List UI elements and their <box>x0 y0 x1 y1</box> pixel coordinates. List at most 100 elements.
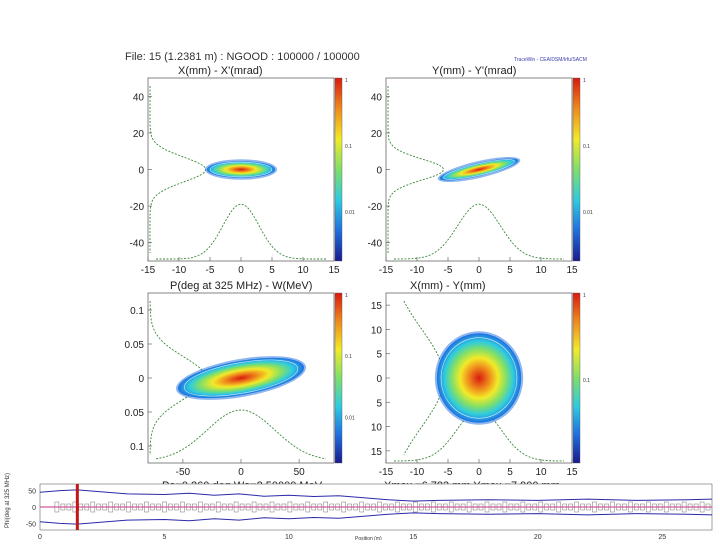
x-tick-label: -15 <box>379 467 394 478</box>
colorbar-gradient <box>334 292 343 464</box>
y-tick-label: 15 <box>371 447 383 458</box>
y-tick-label: 15 <box>371 301 383 312</box>
colorbar: 1 0.1 0.01 <box>334 77 355 262</box>
colorbar-gradient <box>334 77 343 262</box>
x-tick-label: 10 <box>535 467 547 478</box>
y-tick-label: 10 <box>371 325 383 336</box>
y-tick-label: 20 <box>133 129 145 140</box>
beam-density <box>437 156 521 183</box>
projections <box>387 86 564 260</box>
envelope-x-tick-label: 25 <box>658 534 666 540</box>
colorbar-tick-label: 1 <box>583 78 586 84</box>
x-tick-label: -15 <box>141 265 156 276</box>
position-marker <box>75 484 79 530</box>
beam-contour <box>210 161 272 178</box>
y-tick-label: 5 <box>376 398 382 409</box>
colorbar-tick-label: 1 <box>345 293 348 299</box>
panel-yy: Y(mm) - Y'(mrad) 40 20 0 -20 -40 -15 -10 -5 0 5 10 1… <box>368 65 593 276</box>
y-tick-label: 40 <box>371 92 383 103</box>
envelope-y-tick-label: -50 <box>26 521 36 528</box>
envelope-x-tick-label: 10 <box>285 534 293 540</box>
envelope-y-tick-label: 0 <box>32 505 36 512</box>
x-tick-label: 15 <box>328 265 340 276</box>
x-tick-label: -10 <box>410 467 425 478</box>
x-tick-label: 0 <box>238 265 244 276</box>
colorbar-tick-label: 0.1 <box>345 144 352 150</box>
x-projection-line <box>155 409 327 460</box>
colorbar-tick-label: 0.1 <box>345 354 352 360</box>
y-tick-label: -20 <box>368 202 383 213</box>
beam-density <box>204 159 278 180</box>
colorbar-tick-label: 1 <box>345 78 348 84</box>
x-tick-label: 0 <box>238 467 244 478</box>
colorbar-gradient <box>572 292 581 464</box>
envelope-series-1 <box>39 512 713 525</box>
beam-contour <box>183 359 299 397</box>
panel-xx: X(mm) - X'(mrad) 40 20 0 -20 -40 -15 -10 -5 0 5 10 1… <box>130 65 355 276</box>
panel-phw: P(deg at 325 MHz) - W(MeV) 0.1 0.05 0 0.05 0.… <box>125 280 355 492</box>
x-tick-label: 5 <box>269 265 275 276</box>
x-tick-label: 10 <box>297 265 309 276</box>
beam-core <box>177 357 305 399</box>
envelope-x-tick-label: 0 <box>38 534 42 540</box>
beam-contour <box>440 337 518 419</box>
y-tick-label: 0.1 <box>130 306 144 317</box>
colorbar-gradient <box>572 77 581 262</box>
envelope-y-label: Phi(deg at 325 MHz) <box>5 473 11 528</box>
envelope-x-label: Position (m) <box>355 536 382 540</box>
x-tick-label: -5 <box>444 265 453 276</box>
panel-title: X(mm) - X'(mrad) <box>178 65 263 77</box>
envelope-y-tick-label: 50 <box>28 489 36 496</box>
panel-title: Y(mm) - Y'(mrad) <box>432 65 516 77</box>
colorbar-tick-label: 0.01 <box>583 210 593 216</box>
colorbar-tick-label: 1 <box>583 293 586 299</box>
x-tick-label: -50 <box>176 467 191 478</box>
x-tick-label: 50 <box>294 467 306 478</box>
colorbar: 1 0.1 0.01 <box>334 292 355 464</box>
y-tick-label: -40 <box>130 239 145 250</box>
x-tick-label: 10 <box>535 265 547 276</box>
colorbar-tick-label: 0.1 <box>583 378 590 384</box>
beam-core <box>439 158 519 181</box>
y-tick-label: 0 <box>138 374 144 385</box>
x-tick-label: -5 <box>444 467 453 478</box>
envelope-x-tick-label: 5 <box>162 534 166 540</box>
panel-title: X(mm) - Y(mm) <box>410 280 486 292</box>
x-tick-label: -10 <box>172 265 187 276</box>
envelope-series-0 <box>39 489 713 502</box>
envelope-plot: Phi(deg at 325 MHz) 500-500 5 10 15 20 25Posit… <box>5 473 713 542</box>
colorbar-tick-label: 0.1 <box>583 144 590 150</box>
x-tick-label: 5 <box>507 265 513 276</box>
x-tick-label: -10 <box>410 265 425 276</box>
beam-density <box>434 331 524 425</box>
envelope-x-tick-label: 20 <box>534 534 542 540</box>
credit-label: TraceWin - CEA/DSM/Irfu/SACM <box>514 57 587 63</box>
y-tick-label: 5 <box>376 350 382 361</box>
x-tick-label: 15 <box>566 265 578 276</box>
y-tick-label: 0 <box>376 166 382 177</box>
y-tick-label: 0.05 <box>125 340 145 351</box>
y-tick-label: 20 <box>371 129 383 140</box>
y-tick-label: -40 <box>368 239 383 250</box>
y-tick-label: -20 <box>130 202 145 213</box>
beam-core <box>436 333 522 423</box>
x-tick-label: -15 <box>379 265 394 276</box>
y-tick-label: 10 <box>371 423 383 434</box>
x-projection-line <box>156 203 326 260</box>
x-tick-label: 15 <box>566 467 578 478</box>
colorbar-tick-label: 0.01 <box>345 415 355 421</box>
panel-frame <box>385 77 573 262</box>
y-tick-label: 0 <box>376 374 382 385</box>
beam-density <box>175 356 307 400</box>
y-tick-label: 40 <box>133 92 145 103</box>
colorbar: 10.1 <box>572 292 590 464</box>
x-tick-label: 5 <box>507 467 513 478</box>
beam-contour <box>443 159 515 180</box>
x-tick-label: -5 <box>206 265 215 276</box>
x-tick-label: 0 <box>476 467 482 478</box>
colorbar-tick-label: 0.01 <box>345 210 355 216</box>
